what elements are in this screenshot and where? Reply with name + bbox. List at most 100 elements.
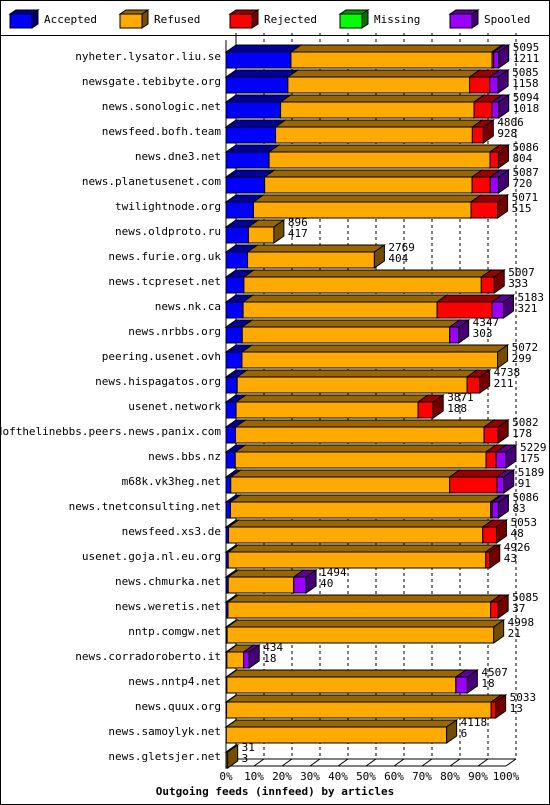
bar-front	[234, 451, 487, 469]
bar-front	[268, 151, 491, 169]
bar-segment	[267, 144, 502, 169]
bar-total-label: 4118	[461, 716, 488, 729]
bar-segment	[224, 719, 459, 744]
bar-front	[490, 701, 497, 719]
bar-total-label: 31	[242, 741, 255, 754]
bar-segment	[465, 369, 492, 394]
x-tick	[365, 758, 377, 767]
y-tick-label: peering.usenet.ovh	[102, 350, 221, 363]
y-tick-label: news.tnetconsulting.net	[69, 500, 221, 513]
bar-top	[289, 44, 504, 53]
bar-segment	[488, 69, 510, 94]
bar-segment	[240, 319, 462, 344]
bar-side	[495, 519, 507, 544]
bar-segment	[245, 244, 386, 269]
bar-total-label: 5033	[510, 691, 537, 704]
bar-front	[449, 326, 460, 344]
bar-segment	[241, 294, 449, 319]
bar-front	[491, 501, 499, 519]
legend-swatch	[449, 13, 473, 29]
x-tick	[281, 758, 293, 767]
bar-side	[227, 744, 239, 769]
bar-side	[248, 644, 260, 669]
x-tick-label: 60%	[384, 770, 404, 783]
bar-segment	[224, 69, 300, 94]
bar-total-label: 5071	[512, 191, 538, 204]
bar-top	[225, 619, 506, 628]
bar-side	[466, 669, 478, 694]
legend-label: Refused	[154, 13, 200, 26]
bar-total-label: 5189	[518, 466, 545, 479]
bar-front	[290, 51, 493, 69]
bar-segment	[470, 119, 495, 144]
bar-accepted-label: 83	[512, 502, 525, 515]
bar-side	[497, 69, 509, 94]
bar-side	[498, 44, 510, 69]
x-tick	[253, 758, 265, 767]
legend-label: Accepted	[44, 13, 97, 26]
bar-top	[279, 94, 486, 103]
bar-accepted-label: 804	[512, 152, 532, 165]
bar-front	[225, 201, 254, 219]
y-tick-label: news.weretis.net	[115, 600, 221, 613]
bar-side	[458, 319, 470, 344]
bar-front	[496, 476, 505, 494]
bar-front	[229, 501, 492, 519]
y-tick-label: news.nk.ca	[155, 300, 221, 313]
chart-title: Outgoing feeds (innfeed) by articles	[156, 785, 394, 798]
bar-front	[225, 351, 243, 369]
bar-front	[455, 676, 468, 694]
y-tick-label: news.furie.org.uk	[108, 250, 221, 263]
bar-total-label: 4347	[473, 316, 500, 329]
bar-total-label: 4507	[481, 666, 508, 679]
y-tick-label: nntp.comgw.net	[128, 625, 221, 638]
bar-front	[225, 426, 237, 444]
x-tick	[477, 758, 489, 767]
bar-top	[286, 69, 482, 78]
x-tick-label: 10%	[244, 770, 264, 783]
bar-accepted-label: 18	[481, 677, 494, 690]
x-tick-label: 20%	[272, 770, 292, 783]
bar-top	[224, 69, 300, 78]
bar-side	[497, 169, 509, 194]
legend-label: Spooled	[484, 13, 530, 26]
bar-front	[485, 451, 497, 469]
bar-front	[225, 476, 232, 494]
bar-front	[480, 276, 495, 294]
bar-front	[241, 326, 451, 344]
bar-segment	[482, 419, 510, 444]
bar-side	[495, 694, 507, 719]
bar-total-label: 5087	[512, 166, 539, 179]
bar-side	[497, 194, 509, 219]
legend-label: Missing	[374, 13, 420, 26]
x-tick	[449, 758, 461, 767]
bar-total-label: 2769	[388, 241, 415, 254]
bar-top	[242, 269, 493, 278]
bar-front	[225, 226, 249, 244]
bar-top	[224, 44, 303, 53]
bar-front	[489, 76, 499, 94]
bar-front	[225, 276, 245, 294]
bar-total-label: 4738	[494, 366, 521, 379]
bar-segment	[469, 194, 510, 219]
y-tick-label: news.planetusenet.com	[82, 175, 221, 188]
bar-segment	[225, 619, 506, 644]
bar-front	[242, 301, 438, 319]
bar-total-label: 3871	[447, 391, 474, 404]
bar-top	[226, 594, 503, 603]
bar-front	[226, 676, 457, 694]
bar-front	[449, 476, 498, 494]
y-tick-label: endofthelinebbs.peers.news.panix.com	[0, 425, 221, 438]
x-tick	[393, 758, 405, 767]
bar-top	[224, 694, 503, 703]
bar-side	[505, 444, 517, 469]
bar-segment	[273, 119, 484, 144]
bar-accepted-label: 48	[510, 527, 523, 540]
bar-top	[235, 369, 479, 378]
y-tick-label: news.chmurka.net	[115, 575, 221, 588]
bar-front	[482, 526, 497, 544]
x-tick-label: 80%	[440, 770, 460, 783]
y-tick-label: news.bbs.nz	[148, 450, 221, 463]
bar-segment	[226, 519, 495, 544]
